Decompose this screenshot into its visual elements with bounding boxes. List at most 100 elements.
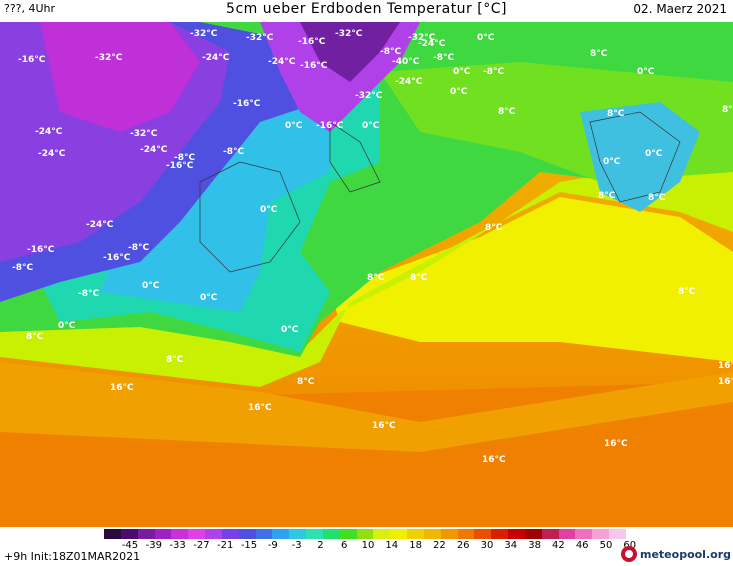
temperature-label: 16°C	[110, 383, 134, 393]
color-scale-swatch	[609, 529, 627, 539]
color-scale-tick: -21	[217, 540, 234, 551]
temperature-label: -8°C	[380, 47, 401, 57]
color-scale-tick: 2	[317, 540, 324, 551]
color-scale-swatch	[238, 529, 257, 539]
temperature-label: -8°C	[433, 53, 454, 63]
temperature-label: 8°C	[607, 109, 625, 119]
color-scale-swatch	[592, 529, 610, 539]
temperature-label: 8°C	[297, 377, 315, 387]
color-scale-tick: 6	[341, 540, 348, 551]
temperature-label: 16°C	[372, 421, 396, 431]
temperature-label: 0°C	[200, 293, 218, 303]
temperature-label: 0°C	[362, 121, 380, 131]
temperature-label: -24°C	[268, 57, 296, 67]
coastline	[329, 121, 381, 193]
temperature-label: 8°C	[722, 105, 733, 115]
color-scale-swatch	[272, 529, 290, 539]
color-scale-tick: -3	[291, 540, 302, 551]
temperature-label: -24°C	[140, 145, 168, 155]
color-scale-tick: 30	[480, 540, 494, 551]
orange-band	[0, 362, 733, 452]
temperature-label: 8°C	[598, 191, 616, 201]
temperature-label: -16°C	[27, 245, 55, 255]
brand-logo[interactable]: meteopool.org	[621, 546, 731, 564]
logo-text: meteopool.org	[640, 548, 731, 561]
color-scale-swatch	[491, 529, 509, 539]
temperature-label: -16°C	[18, 55, 46, 65]
temperature-map: -32°C -32°C -32°C -32°C -16°C 0°C -16°C -32°C -2…	[0, 22, 733, 527]
color-scale-tick: -9	[267, 540, 278, 551]
color-scale-tick: 10	[361, 540, 375, 551]
color-scale-tick: 22	[433, 540, 446, 551]
temperature-label: 8°C	[678, 287, 696, 297]
temperature-label: 0°C	[58, 321, 76, 331]
temperature-label: -16°C	[233, 99, 261, 109]
color-scale-swatch	[154, 529, 172, 539]
header: ???, 4Uhr 5cm ueber Erdboden Temperatur …	[0, 0, 733, 22]
temperature-label: 0°C	[453, 67, 471, 77]
color-scale-tick: 14	[385, 540, 399, 551]
color-scale-swatch	[508, 529, 526, 539]
temperature-label: 0°C	[603, 157, 621, 167]
color-scale-tick: 50	[599, 540, 613, 551]
temperature-label: 8°C	[485, 223, 503, 233]
temperature-label: -32°C	[408, 33, 436, 43]
yellow-band	[330, 197, 733, 362]
temperature-label: 8°C	[498, 107, 516, 117]
color-scale-tick: -15	[240, 540, 258, 551]
temperature-label: -16°C	[166, 161, 194, 171]
temperature-label: 16°C	[718, 377, 733, 387]
color-scale-swatch	[104, 529, 122, 539]
temperature-labels: -32°C -32°C -32°C -32°C -16°C 0°C -16°C -32°C -2…	[12, 29, 733, 465]
color-scale-swatch	[524, 529, 543, 539]
temperature-label: 8°C	[166, 355, 184, 365]
color-scale-tick: -45	[121, 540, 139, 551]
color-scale-ticks: -45 -39 -33 -27 -21 -15 -9 -3 2 6 10 14 18 22 26 30 34 38…	[100, 540, 640, 554]
color-scale-swatch	[120, 529, 139, 539]
temperature-label: -8°C	[483, 67, 504, 77]
temperature-label: -8°C	[12, 263, 33, 273]
temperature-label: 0°C	[477, 33, 495, 43]
color-scale-swatch	[322, 529, 341, 539]
temperature-label: 16°C	[248, 403, 272, 413]
temperature-label: -8°C	[223, 147, 244, 157]
temperature-label: 0°C	[281, 325, 299, 335]
model-run-label: ???, 4Uhr	[4, 2, 56, 15]
run-info: +9h Init:18Z01MAR2021	[4, 550, 141, 563]
temperature-label: 0°C	[450, 87, 468, 97]
coastline	[589, 111, 681, 203]
color-scale-swatch	[188, 529, 206, 539]
temperature-label: 0°C	[637, 67, 655, 77]
map-title: 5cm ueber Erdboden Temperatur [°C]	[226, 1, 507, 17]
color-scale-tick: 38	[528, 540, 541, 551]
temperature-label: -8°C	[128, 243, 149, 253]
color-scale-swatch	[171, 529, 189, 539]
temperature-label: -32°C	[335, 29, 363, 39]
color-scale-tick: 18	[409, 540, 422, 551]
temperature-label: -32°C	[190, 29, 218, 39]
temperature-label: -24°C	[202, 53, 230, 63]
temperature-label: -16°C	[103, 253, 131, 263]
temperature-label: -24°C	[38, 149, 66, 159]
color-scale-swatch	[339, 529, 358, 539]
color-scale-swatch	[289, 529, 307, 539]
color-scale-tick: 46	[575, 540, 589, 551]
color-scale-swatch	[356, 529, 374, 539]
temperature-label: -16°C	[316, 121, 344, 131]
color-scale-swatch	[255, 529, 273, 539]
color-scale-swatch	[575, 529, 593, 539]
color-scale-swatch	[221, 529, 240, 539]
temperature-label: 8°C	[26, 332, 44, 342]
greenland-core	[300, 22, 400, 82]
temperature-label: -32°C	[95, 53, 123, 63]
temperature-label: -32°C	[130, 129, 158, 139]
temperature-label: -24°C	[395, 77, 423, 87]
temperature-label: -32°C	[246, 33, 274, 43]
color-scale-tick: 26	[456, 540, 470, 551]
temperature-label: -24°C	[86, 220, 114, 230]
temperature-label: -32°C	[355, 91, 383, 101]
color-scale-swatch	[373, 529, 391, 539]
color-scale-swatch	[541, 529, 560, 539]
temperature-label: 8°C	[590, 49, 608, 59]
color-scale-swatch	[457, 529, 475, 539]
